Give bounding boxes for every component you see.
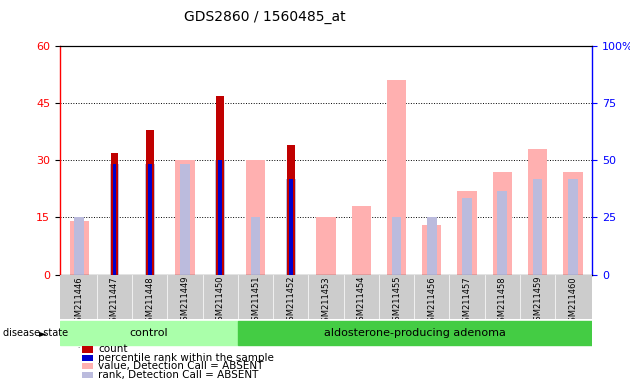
Text: GSM211448: GSM211448	[146, 276, 154, 326]
Bar	[493, 172, 512, 275]
Bar	[316, 217, 336, 275]
Bar	[289, 179, 292, 275]
Bar	[528, 149, 547, 275]
Bar	[216, 96, 224, 275]
Text: GSM211452: GSM211452	[286, 276, 295, 326]
Text: ►: ►	[39, 328, 47, 338]
Bar	[532, 179, 542, 275]
Text: GSM211454: GSM211454	[357, 276, 366, 326]
Bar	[246, 161, 265, 275]
Bar	[113, 164, 117, 275]
Bar	[74, 217, 84, 275]
Bar	[238, 321, 592, 345]
Text: GSM211446: GSM211446	[75, 276, 84, 326]
Text: value, Detection Call = ABSENT: value, Detection Call = ABSENT	[98, 361, 263, 371]
Text: GSM211451: GSM211451	[251, 276, 260, 326]
Text: GSM211447: GSM211447	[110, 276, 119, 326]
Bar	[422, 225, 442, 275]
Bar	[387, 80, 406, 275]
Bar	[457, 191, 477, 275]
Text: GSM211450: GSM211450	[215, 276, 225, 326]
Bar	[180, 164, 190, 275]
Bar	[287, 145, 295, 275]
Text: GSM211457: GSM211457	[462, 276, 471, 326]
Bar	[215, 161, 225, 275]
Text: GSM211459: GSM211459	[533, 276, 542, 326]
Bar	[110, 164, 120, 275]
Bar	[148, 164, 151, 275]
Bar	[462, 199, 472, 275]
Text: GSM211458: GSM211458	[498, 276, 507, 326]
Text: GSM211449: GSM211449	[181, 276, 190, 326]
Bar	[60, 321, 238, 345]
Text: disease state: disease state	[3, 328, 68, 338]
Bar	[352, 206, 371, 275]
Bar	[427, 217, 437, 275]
Bar	[69, 221, 89, 275]
Text: rank, Detection Call = ABSENT: rank, Detection Call = ABSENT	[98, 370, 259, 380]
Bar	[286, 179, 295, 275]
Text: GSM211460: GSM211460	[568, 276, 577, 326]
Bar	[146, 130, 154, 275]
Bar	[111, 153, 118, 275]
Bar	[497, 191, 507, 275]
Text: count: count	[98, 344, 128, 354]
Text: aldosterone-producing adenoma: aldosterone-producing adenoma	[324, 328, 506, 338]
Text: GDS2860 / 1560485_at: GDS2860 / 1560485_at	[184, 10, 345, 23]
Text: GSM211455: GSM211455	[392, 276, 401, 326]
Bar	[251, 217, 260, 275]
Bar	[219, 161, 222, 275]
Bar	[145, 164, 155, 275]
Bar	[563, 172, 583, 275]
Bar	[175, 161, 195, 275]
Bar	[392, 217, 401, 275]
Text: GSM211453: GSM211453	[321, 276, 331, 326]
Bar	[568, 179, 578, 275]
Text: GSM211456: GSM211456	[427, 276, 437, 326]
Text: control: control	[130, 328, 168, 338]
Text: percentile rank within the sample: percentile rank within the sample	[98, 353, 274, 363]
